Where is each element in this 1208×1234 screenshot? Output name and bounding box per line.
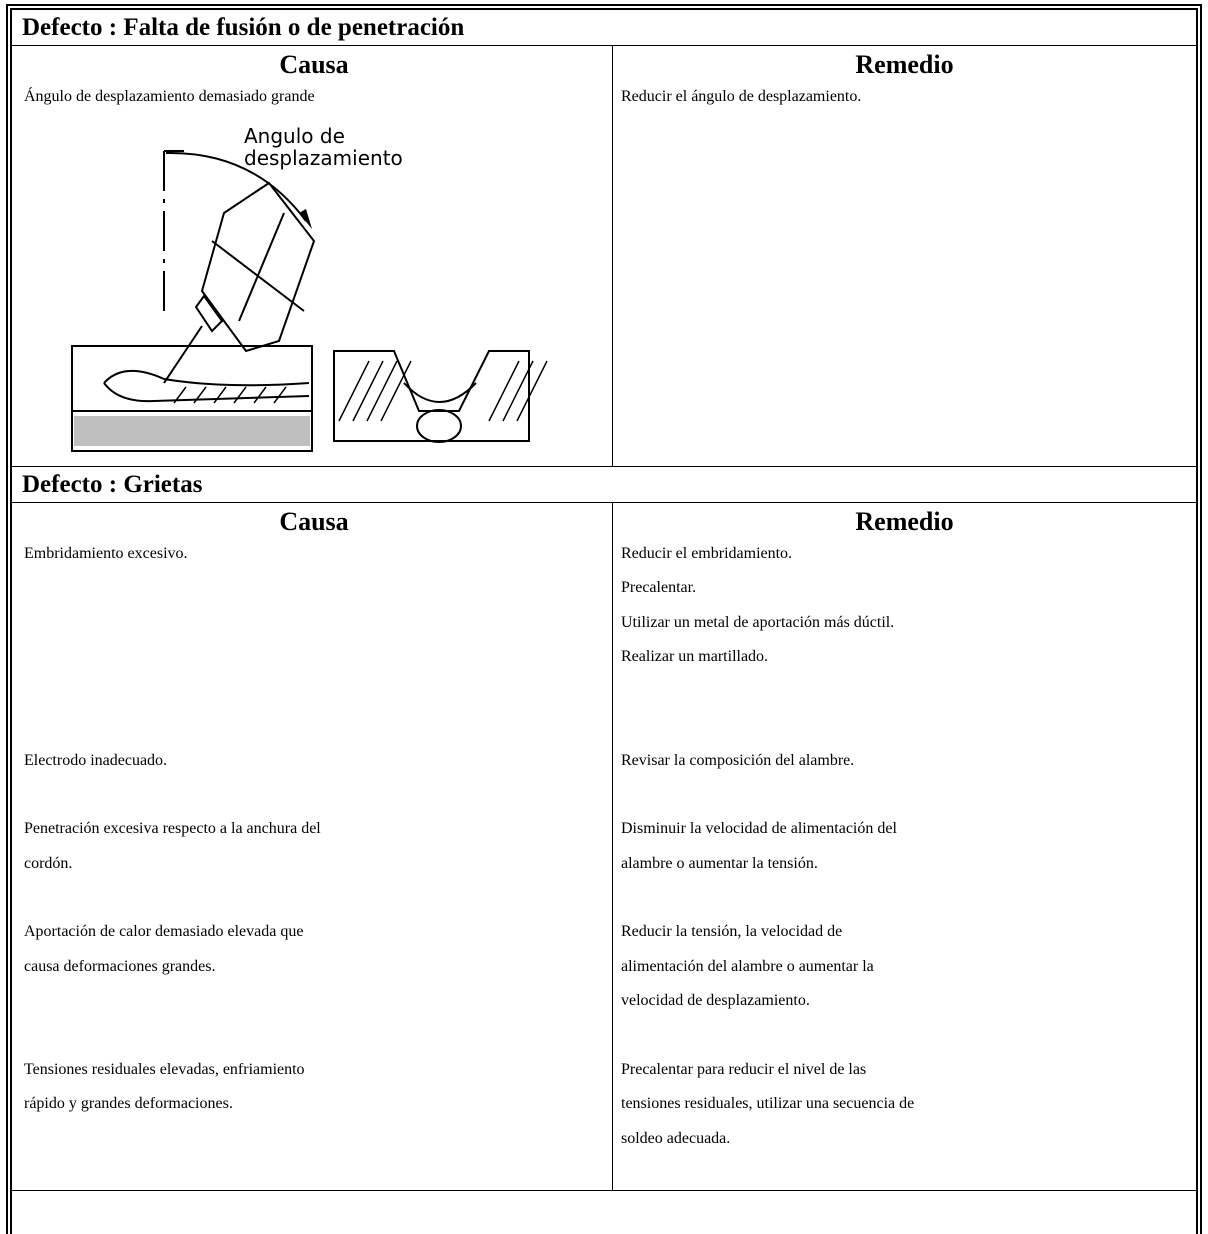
remedy-cell: Reducir el ángulo de desplazamiento. bbox=[613, 80, 1196, 466]
cause-line: causa deformaciones grandes. bbox=[24, 957, 216, 975]
drawing bbox=[516, 360, 548, 421]
figure-label: Angulo de bbox=[244, 124, 345, 148]
column-header: Remedio bbox=[855, 506, 954, 536]
remedy-line: Reducir la tensión, la velocidad de bbox=[621, 923, 843, 940]
remedy-cell: Disminuir la velocidad de alimentación d… bbox=[613, 812, 1196, 915]
cause-line: Ángulo de desplazamiento demasiado grand… bbox=[24, 88, 315, 105]
cause-line: Penetración excesiva respecto a la anchu… bbox=[24, 820, 321, 837]
drawing bbox=[273, 386, 287, 403]
drawing bbox=[173, 386, 187, 403]
cause-cell: Penetración excesiva respecto a la anchu… bbox=[12, 812, 613, 915]
drawing bbox=[213, 386, 227, 403]
remedy-cell: Reducir el embridamiento. Precalentar. Uti… bbox=[613, 537, 1196, 744]
remedy-line: alambre o aumentar la tensión. bbox=[621, 854, 818, 872]
spacer bbox=[24, 984, 604, 1018]
remedy-line: Reducir el ángulo de desplazamiento. bbox=[621, 88, 862, 105]
cause-line: rápido y grandes deformaciones. bbox=[24, 1095, 233, 1112]
arrow-head bbox=[299, 208, 312, 229]
remedy-cell: Precalentar para reducir el nivel de las… bbox=[613, 1053, 1196, 1191]
table-row: Electrodo inadecuado. Revisar la composic… bbox=[12, 743, 1196, 813]
cause-cell: Tensiones residuales elevadas, enfriamie… bbox=[12, 1052, 613, 1190]
drawing bbox=[103, 381, 310, 402]
column-header: Remedio bbox=[855, 50, 954, 79]
column-header: Causa bbox=[279, 506, 349, 536]
section-title: Defecto : Falta de fusión o de penetraci… bbox=[12, 10, 1196, 46]
drawing bbox=[71, 344, 313, 452]
cause-cell: Ángulo de desplazamiento demasiado grand… bbox=[12, 80, 613, 466]
header-cell: Causa bbox=[12, 502, 613, 537]
column-header: Causa bbox=[279, 50, 349, 79]
column-headers: Causa Remedio bbox=[12, 46, 1196, 80]
drawing bbox=[488, 360, 520, 421]
section-title: Defecto : Grietas bbox=[12, 467, 1196, 503]
table-row: Tensiones residuales elevadas, enfriamie… bbox=[12, 1052, 1196, 1191]
section: Defecto : Grietas Causa Remedio Embridamien… bbox=[12, 467, 1196, 1191]
drawing bbox=[253, 386, 267, 403]
cause-line: Tensiones residuales elevadas, enfriamie… bbox=[24, 1060, 305, 1078]
cause-line: Aportación de calor demasiado elevada qu… bbox=[24, 923, 304, 940]
drawing bbox=[200, 181, 316, 352]
remedy-line: Precalentar para reducir el nivel de las bbox=[621, 1060, 867, 1078]
drawing bbox=[193, 386, 207, 403]
remedy-line: Realizar un martillado. bbox=[621, 648, 769, 665]
remedy-line: Reducir el embridamiento. bbox=[621, 544, 793, 562]
remedy-line: soldeo adecuada. bbox=[621, 1129, 731, 1147]
spacer bbox=[24, 881, 604, 915]
spacer bbox=[24, 1122, 604, 1156]
drawing bbox=[163, 324, 203, 384]
cause-cell: Aportación de calor demasiado elevada qu… bbox=[12, 915, 613, 1053]
drawing bbox=[333, 349, 530, 442]
spacer bbox=[621, 1156, 1188, 1190]
remedy-line: Utilizar un metal de aportación más dúct… bbox=[621, 613, 895, 631]
table-row: Aportación de calor demasiado elevada qu… bbox=[12, 915, 1196, 1053]
table-row: Penetración excesiva respecto a la anchu… bbox=[12, 812, 1196, 915]
drawing bbox=[403, 381, 477, 403]
header-cell: Causa bbox=[12, 46, 613, 80]
remedy-line: Revisar la composición del alambre. bbox=[621, 751, 855, 769]
remedy-cell: Revisar la composición del alambre. bbox=[613, 744, 1196, 813]
cause-cell: Embridamiento excesivo. bbox=[12, 536, 613, 744]
remedy-line: velocidad de desplazamiento. bbox=[621, 992, 810, 1009]
spacer bbox=[621, 675, 1188, 744]
drawing bbox=[238, 212, 285, 321]
spacer bbox=[621, 881, 1188, 915]
spacer bbox=[24, 571, 604, 744]
cause-line: cordón. bbox=[24, 854, 73, 872]
drawing bbox=[194, 293, 224, 333]
header-cell: Remedio bbox=[613, 46, 1196, 80]
spacer bbox=[24, 778, 604, 812]
cause-line: Electrodo inadecuado. bbox=[24, 751, 168, 769]
spacer bbox=[621, 778, 1188, 812]
remedy-line: Disminuir la velocidad de alimentación d… bbox=[621, 820, 897, 837]
spacer bbox=[621, 1019, 1188, 1053]
drawing bbox=[502, 360, 534, 421]
remedy-line: Precalentar. bbox=[621, 579, 697, 596]
drawing bbox=[103, 369, 310, 386]
drawing bbox=[380, 360, 412, 421]
remedy-line: tensiones residuales, utilizar una secue… bbox=[621, 1095, 915, 1112]
page: {"sections": [ {"title": "Defecto : Falt… bbox=[6, 4, 1202, 1234]
drawing bbox=[366, 360, 398, 421]
remedy-cell: Reducir la tensión, la velocidad de alime… bbox=[613, 915, 1196, 1053]
shading bbox=[74, 415, 310, 446]
column-headers: Causa Remedio bbox=[12, 502, 1196, 537]
drawing bbox=[352, 360, 384, 421]
drawing bbox=[233, 386, 247, 403]
drawing bbox=[338, 360, 370, 421]
table-row: Ángulo de desplazamiento demasiado grand… bbox=[12, 80, 1196, 466]
header-cell: Remedio bbox=[613, 503, 1196, 537]
cause-line: Embridamiento excesivo. bbox=[24, 544, 188, 562]
figure-label: desplazamiento bbox=[244, 146, 403, 170]
table-row: Embridamiento excesivo. Reducir el embrid… bbox=[12, 536, 1196, 744]
drawing bbox=[416, 408, 462, 443]
cause-cell: Electrodo inadecuado. bbox=[12, 743, 613, 812]
section: Defecto : Falta de fusión o de penetraci… bbox=[12, 10, 1196, 467]
remedy-line: alimentación del alambre o aumentar la bbox=[621, 957, 874, 975]
table-frame: Defecto : Falta de fusión o de penetraci… bbox=[6, 4, 1202, 1234]
drawing bbox=[165, 151, 307, 222]
